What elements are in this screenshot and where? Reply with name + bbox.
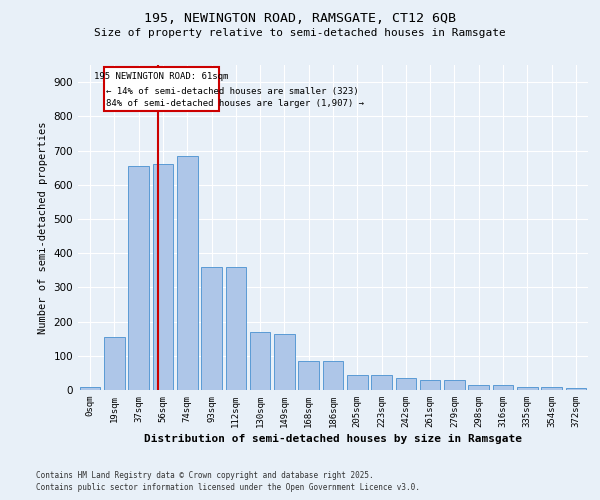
Bar	[226, 267, 246, 390]
Y-axis label: Number of semi-detached properties: Number of semi-detached properties	[38, 121, 48, 334]
Bar	[298, 361, 319, 390]
Bar	[80, 386, 100, 390]
Bar	[177, 156, 197, 390]
Bar	[250, 332, 271, 390]
Text: Contains public sector information licensed under the Open Government Licence v3: Contains public sector information licen…	[36, 484, 420, 492]
Bar	[541, 386, 562, 390]
Text: ← 14% of semi-detached houses are smaller (323): ← 14% of semi-detached houses are smalle…	[106, 86, 359, 96]
Bar	[420, 380, 440, 390]
Bar	[128, 166, 149, 390]
Text: 84% of semi-detached houses are larger (1,907) →: 84% of semi-detached houses are larger (…	[106, 99, 364, 108]
Bar	[274, 334, 295, 390]
Bar	[152, 164, 173, 390]
Bar	[201, 267, 222, 390]
Bar	[444, 380, 465, 390]
Bar	[566, 388, 586, 390]
Bar	[517, 386, 538, 390]
Bar	[371, 374, 392, 390]
Bar	[347, 374, 368, 390]
Text: 195, NEWINGTON ROAD, RAMSGATE, CT12 6QB: 195, NEWINGTON ROAD, RAMSGATE, CT12 6QB	[144, 12, 456, 26]
X-axis label: Distribution of semi-detached houses by size in Ramsgate: Distribution of semi-detached houses by …	[144, 434, 522, 444]
FancyBboxPatch shape	[104, 66, 219, 111]
Bar	[395, 378, 416, 390]
Bar	[323, 361, 343, 390]
Bar	[493, 385, 514, 390]
Bar	[104, 337, 125, 390]
Text: 195 NEWINGTON ROAD: 61sqm: 195 NEWINGTON ROAD: 61sqm	[94, 72, 229, 81]
Text: Contains HM Land Registry data © Crown copyright and database right 2025.: Contains HM Land Registry data © Crown c…	[36, 471, 374, 480]
Bar	[469, 385, 489, 390]
Text: Size of property relative to semi-detached houses in Ramsgate: Size of property relative to semi-detach…	[94, 28, 506, 38]
